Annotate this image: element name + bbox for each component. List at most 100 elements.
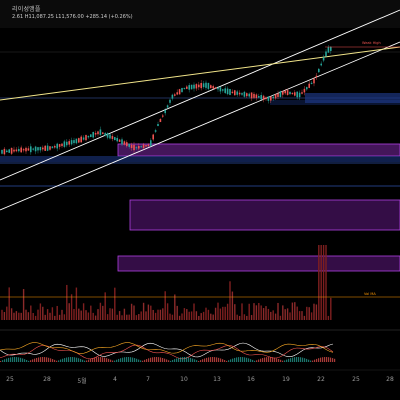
oscillator-histogram-bar (254, 360, 256, 362)
oscillator-histogram-bar (286, 359, 288, 362)
candle-body (205, 82, 207, 88)
oscillator-histogram-bar (320, 357, 322, 362)
volume-bar (133, 305, 135, 320)
oscillator-histogram-bar (282, 360, 284, 362)
oscillator-line-red (0, 344, 334, 360)
volume-bar (265, 306, 267, 320)
candle-body (58, 144, 61, 147)
volume-bar (152, 309, 154, 320)
oscillator-histogram-bar (134, 358, 136, 362)
oscillator-histogram-bar (108, 358, 110, 362)
oscillator-histogram-bar (302, 357, 304, 362)
volume-bar (267, 308, 270, 320)
candle-body (188, 85, 190, 90)
volume-bar (8, 287, 10, 320)
oscillator-histogram-bar (236, 357, 238, 362)
volume-bar (94, 315, 97, 320)
oscillator-histogram-bar (102, 357, 104, 362)
oscillator-histogram-bar (18, 357, 20, 362)
candle-body (219, 87, 222, 92)
channel-lower-line[interactable] (0, 41, 400, 211)
oscillator-histogram-bar (52, 359, 54, 362)
oscillator-histogram-bar (88, 359, 90, 362)
oscillator-histogram-bar (138, 359, 140, 362)
candle-body (46, 145, 49, 151)
candle-body (291, 92, 294, 95)
oscillator-histogram-bar (2, 360, 4, 362)
volume-bar (140, 311, 142, 320)
candle-body (92, 131, 94, 138)
oscillator-histogram-bar (162, 357, 164, 362)
oscillator-histogram-bar (154, 357, 156, 362)
volume-bar (236, 314, 238, 320)
x-tick: 28 (43, 376, 51, 383)
volume-bar (66, 284, 68, 320)
candle-body (75, 138, 78, 144)
volume-bar (54, 315, 56, 320)
candle-body (212, 86, 214, 89)
oscillator-histogram-bar (56, 360, 58, 362)
x-tick: 10 (180, 376, 188, 383)
resistance-trendline[interactable] (0, 46, 400, 101)
oscillator-histogram-bar (80, 358, 82, 362)
oscillator-histogram-bar (214, 357, 216, 362)
oscillator-histogram-bar (26, 359, 28, 362)
oscillator-histogram-bar (146, 359, 148, 362)
candle-body (135, 147, 138, 149)
oscillator-histogram-bar (152, 357, 154, 362)
oscillator-histogram-bar (268, 357, 270, 362)
oscillator-histogram-bar (178, 357, 180, 362)
oscillator-histogram-bar (90, 358, 92, 362)
oscillator-histogram-bar (190, 357, 192, 362)
candle-body (56, 143, 58, 149)
candle-body (159, 119, 162, 123)
oscillator-histogram-bar (334, 358, 336, 362)
volume-bar (193, 303, 195, 320)
volume-bar (32, 312, 34, 320)
oscillator-histogram-bar (50, 358, 52, 362)
oscillator-histogram-bar (210, 357, 212, 362)
volume-bar (207, 309, 210, 320)
oscillator-histogram-bar (328, 357, 330, 362)
volume-bar (150, 305, 152, 320)
oscillator-histogram-bar (76, 357, 78, 362)
oscillator-histogram-bar (264, 357, 266, 362)
channel-upper-line[interactable] (0, 9, 400, 181)
volume-bar (322, 245, 325, 320)
volume-bar (253, 303, 255, 320)
oscillator-histogram-bar (188, 357, 190, 362)
volume-bar (296, 306, 298, 320)
candle-body (1, 149, 3, 154)
volume-bar (99, 302, 102, 320)
candle-body (210, 85, 212, 89)
candle-body (34, 146, 37, 152)
volume-bar (210, 313, 212, 320)
volume-bar (111, 308, 114, 320)
oscillator-histogram-bar (114, 360, 116, 362)
volume-bar (70, 294, 73, 320)
oscillator-histogram-bar (322, 357, 324, 362)
volume-bar (123, 308, 126, 320)
volume-bar (222, 306, 224, 320)
x-tick: 28 (386, 376, 394, 383)
candle-body (224, 88, 226, 93)
volume-bar (238, 315, 241, 320)
symbol-title[interactable]: 리이성앰플 (12, 6, 41, 13)
candle-body (111, 136, 114, 139)
oscillator-histogram-bar (74, 357, 76, 362)
candle-body (102, 132, 104, 134)
candle-body (104, 133, 106, 136)
candle-body (73, 140, 75, 144)
x-tick: 22 (317, 376, 325, 383)
volume-bar (116, 314, 118, 320)
candle-body (298, 92, 301, 98)
candle-body (171, 94, 174, 99)
volume-bar (63, 314, 66, 320)
volume-bar (202, 311, 205, 320)
candle-body (166, 105, 169, 108)
candle-body (142, 144, 145, 149)
blue-zone-2 (270, 100, 400, 105)
volume-bar (25, 309, 27, 320)
candlestick-series (1, 45, 332, 156)
